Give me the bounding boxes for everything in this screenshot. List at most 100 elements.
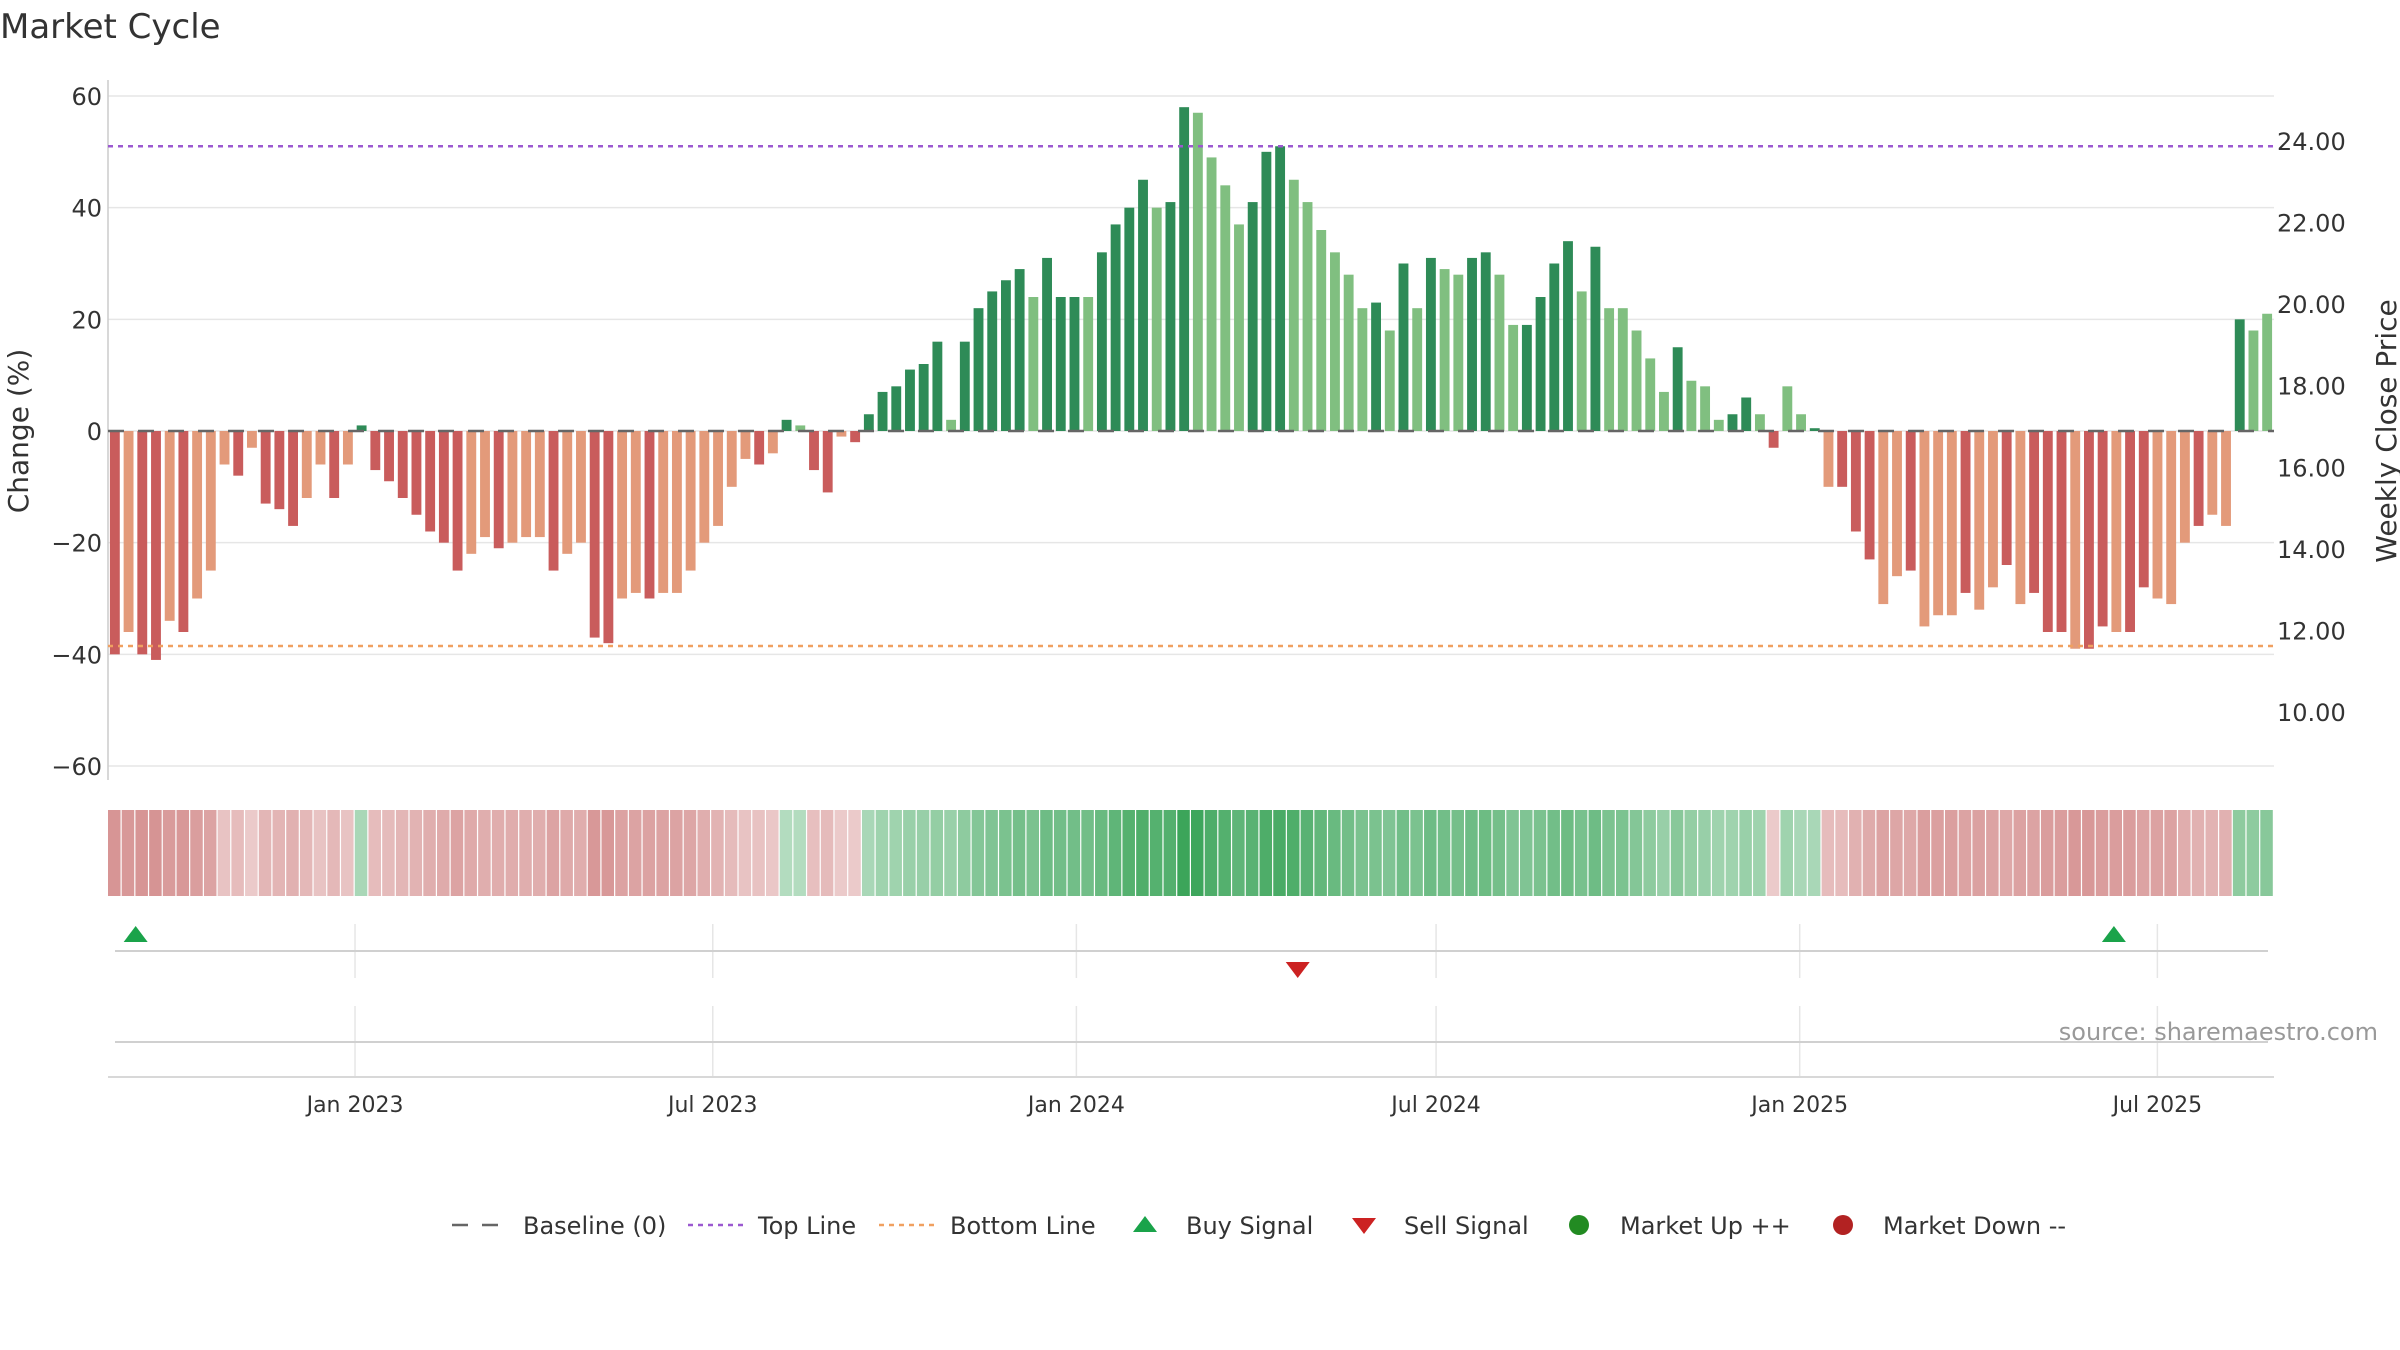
bar — [2015, 431, 2026, 605]
bar — [411, 431, 422, 515]
bar — [822, 431, 833, 493]
cycle-cell — [313, 810, 327, 896]
bar — [877, 391, 888, 431]
legend-item-sell: Sell Signal — [1352, 1212, 1529, 1240]
legend-item-baseline: Baseline (0) — [452, 1212, 666, 1240]
bar — [1988, 431, 1998, 588]
cycle-cell — [2013, 810, 2027, 896]
cycle-cell — [1999, 810, 2013, 896]
cycle-cell — [2191, 810, 2205, 896]
cycle-cell — [957, 810, 971, 896]
cycle-cell — [1698, 810, 1711, 896]
bar — [1124, 207, 1135, 431]
bar — [2111, 431, 2122, 632]
y-tick-label-right: 14.00 — [2277, 536, 2346, 564]
x-tick-label: Jul 2025 — [2111, 1093, 2203, 1118]
bar — [1782, 386, 1793, 431]
cycle-cell — [1410, 810, 1423, 896]
cycle-cell — [1643, 810, 1656, 896]
cycle-cell — [532, 810, 546, 896]
bar — [1192, 112, 1203, 431]
y-tick-label-right: 22.00 — [2277, 210, 2346, 238]
bar — [1631, 330, 1642, 431]
bar — [850, 431, 861, 443]
cycle-cell — [724, 810, 738, 896]
market-panel — [115, 1006, 2268, 1076]
bar — [863, 414, 874, 431]
cycle-strip — [108, 810, 2273, 896]
bar — [1083, 297, 1094, 431]
bar — [562, 431, 573, 554]
cycle-cell — [1986, 810, 1999, 896]
cycle-cell — [2219, 810, 2232, 896]
cycle-cell — [1341, 810, 1355, 896]
source-text: source: sharemaestro.com — [2059, 1018, 2378, 1046]
cycle-cell — [2027, 810, 2040, 896]
legend-item-buy: Buy Signal — [1133, 1212, 1313, 1240]
cycle-cell — [807, 810, 820, 896]
bar — [1672, 347, 1683, 431]
cycle-cell — [2040, 810, 2054, 896]
bar — [891, 386, 902, 431]
bar — [1850, 431, 1861, 532]
cycle-cell — [1108, 810, 1122, 896]
bar — [342, 431, 353, 465]
cycle-cell — [1204, 810, 1218, 896]
bar — [1412, 308, 1423, 431]
bar — [2056, 431, 2067, 632]
bar — [1001, 280, 1011, 431]
bar — [1151, 207, 1162, 431]
cycle-cell — [1794, 810, 1807, 896]
bar — [1480, 252, 1491, 431]
legend-label: Market Down -- — [1883, 1212, 2066, 1240]
cycle-cell — [1547, 810, 1560, 896]
cycle-cell — [231, 810, 244, 896]
cycle-cell — [889, 810, 902, 896]
bar — [1028, 297, 1039, 431]
bar — [397, 431, 408, 498]
cycle-cell — [999, 810, 1012, 896]
cycle-cell — [1944, 810, 1958, 896]
cycle-cell — [861, 810, 875, 896]
cycle-cell — [670, 810, 683, 896]
bar — [1138, 179, 1148, 431]
bar — [2221, 431, 2231, 526]
cycle-cell — [162, 810, 176, 896]
legend-label: Bottom Line — [950, 1212, 1096, 1240]
buy-signal-marker — [123, 926, 148, 942]
cycle-cell — [1465, 810, 1478, 896]
cycle-cell — [1026, 810, 1039, 896]
bar — [1741, 397, 1752, 431]
bar — [192, 431, 203, 599]
sell-triangle-icon — [1352, 1218, 1376, 1234]
bar — [301, 431, 312, 498]
legend-item-market_up: Market Up ++ — [1569, 1212, 1791, 1240]
bar — [1727, 414, 1738, 431]
cycle-cell — [299, 810, 313, 896]
bar — [2248, 330, 2259, 431]
legend-label: Baseline (0) — [523, 1212, 666, 1240]
cycle-cell — [176, 810, 190, 896]
bar — [1316, 230, 1327, 431]
cycle-cell — [628, 810, 642, 896]
bar — [946, 419, 957, 431]
y-tick-label-left: 40 — [71, 195, 102, 223]
cycle-cell — [1684, 810, 1698, 896]
bar — [480, 431, 490, 538]
y-tick-label-right: 12.00 — [2277, 617, 2346, 645]
bar — [781, 419, 792, 431]
bar — [370, 431, 381, 471]
legend-label: Market Up ++ — [1620, 1212, 1791, 1240]
cycle-cell — [697, 810, 710, 896]
bar — [452, 431, 463, 571]
x-tick-label: Jan 2024 — [1026, 1093, 1125, 1118]
bar — [1809, 428, 1820, 431]
cycle-cell — [1478, 810, 1492, 896]
cycle-cell — [738, 810, 752, 896]
y-tick-label-right: 18.00 — [2277, 373, 2346, 401]
cycle-cell — [2109, 810, 2122, 896]
bar — [1974, 431, 1985, 610]
bar — [1521, 324, 1532, 431]
bar — [1165, 202, 1176, 431]
cycle-cell — [1300, 810, 1314, 896]
